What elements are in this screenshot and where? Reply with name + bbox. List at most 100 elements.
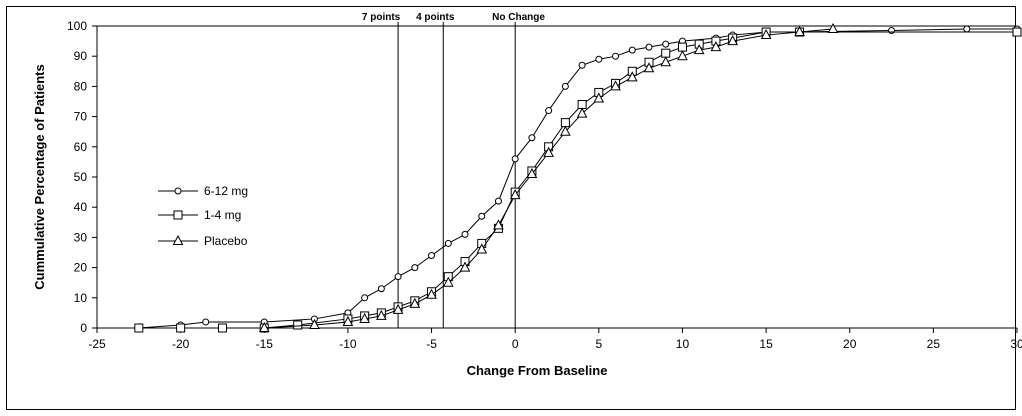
data-point-6-12-mg — [461, 230, 469, 238]
data-point-Placebo — [560, 125, 571, 136]
legend-label: 1-4 mg — [204, 208, 241, 222]
data-point-6-12-mg — [662, 40, 670, 48]
data-point-Placebo — [409, 297, 421, 308]
x-tick-label: 0 — [512, 337, 519, 351]
data-point-6-12-mg — [411, 264, 419, 272]
data-point-1-4-mg — [176, 323, 186, 333]
series-line-1-4-mg — [138, 31, 1017, 329]
data-point-Placebo — [643, 62, 655, 73]
legend-marker — [174, 187, 182, 195]
data-point-Placebo — [258, 321, 270, 332]
x-tick-label: -25 — [88, 337, 106, 351]
data-point-1-4-mg — [577, 100, 587, 110]
data-point-6-12-mg — [963, 25, 971, 33]
data-point-Placebo — [476, 243, 488, 254]
y-tick-label: 50 — [74, 170, 88, 184]
x-tick-label: 10 — [676, 337, 690, 351]
x-tick-label: -15 — [256, 337, 274, 351]
series-line-Placebo — [264, 28, 834, 329]
data-point-Placebo — [309, 318, 320, 329]
data-point-6-12-mg — [494, 197, 502, 205]
x-tick-label: 30 — [1010, 337, 1022, 351]
data-point-Placebo — [509, 189, 521, 200]
data-point-Placebo — [526, 167, 538, 178]
y-axis-title: Cummulative Percentage of Patients — [32, 64, 47, 289]
data-point-6-12-mg — [394, 273, 402, 281]
data-point-6-12-mg — [478, 212, 486, 220]
x-tick-label: 20 — [843, 337, 857, 351]
data-point-Placebo — [442, 276, 454, 287]
y-tick-label: 100 — [67, 19, 87, 33]
reference-label-bg — [357, 10, 406, 22]
data-point-1-4-mg — [661, 48, 671, 58]
data-point-Placebo — [576, 107, 588, 118]
data-point-6-12-mg — [645, 43, 653, 51]
series-line-6-12-mg — [138, 28, 1017, 329]
y-tick-label: 0 — [80, 321, 87, 335]
y-tick-label: 70 — [74, 110, 88, 124]
data-point-Placebo — [543, 146, 554, 157]
data-point-6-12-mg — [888, 27, 896, 35]
data-point-1-4-mg — [677, 42, 687, 52]
reference-line-label: 7 points — [362, 12, 401, 23]
data-point-Placebo — [710, 41, 722, 52]
reference-label-bg — [490, 10, 547, 22]
y-tick-label: 90 — [74, 49, 88, 63]
data-point-Placebo — [426, 288, 437, 299]
legend-marker — [172, 234, 184, 245]
data-point-Placebo — [693, 44, 705, 55]
y-tick-label: 10 — [74, 291, 88, 305]
x-axis-title: Change From Baseline — [467, 363, 608, 378]
data-point-6-12-mg — [612, 52, 620, 60]
data-point-Placebo — [392, 303, 404, 314]
data-point-6-12-mg — [561, 82, 569, 90]
data-point-Placebo — [593, 92, 605, 103]
chart-frame — [6, 6, 1016, 410]
legend-label: 6-12 mg — [204, 184, 248, 198]
x-tick-label: 5 — [595, 337, 602, 351]
x-tick-label: 15 — [759, 337, 773, 351]
data-point-1-4-mg — [1012, 27, 1022, 37]
y-tick-label: 30 — [74, 230, 88, 244]
legend-label: Placebo — [204, 234, 248, 248]
data-point-Placebo — [610, 80, 621, 91]
data-point-6-12-mg — [202, 318, 210, 326]
data-point-1-4-mg — [560, 118, 570, 128]
reference-line-label: 4 points — [416, 12, 455, 23]
x-tick-label: -20 — [172, 337, 190, 351]
data-point-6-12-mg — [578, 61, 586, 69]
data-point-6-12-mg — [428, 252, 436, 260]
y-tick-label: 60 — [74, 140, 88, 154]
data-point-6-12-mg — [377, 285, 385, 293]
data-point-1-4-mg — [293, 320, 303, 330]
data-point-6-12-mg — [595, 55, 603, 63]
data-point-Placebo — [626, 71, 638, 82]
y-tick-label: 40 — [74, 200, 88, 214]
data-point-Placebo — [459, 261, 471, 272]
y-tick-label: 80 — [74, 79, 88, 93]
data-point-Placebo — [827, 22, 839, 34]
data-point-1-4-mg — [134, 323, 144, 333]
x-tick-label: -10 — [339, 337, 357, 351]
data-point-Placebo — [760, 28, 772, 40]
data-point-6-12-mg — [528, 134, 536, 142]
data-point-Placebo — [794, 25, 805, 37]
data-point-Placebo — [493, 219, 504, 230]
data-point-Placebo — [727, 35, 738, 46]
data-point-6-12-mg — [361, 294, 369, 302]
data-point-Placebo — [660, 56, 672, 67]
data-point-6-12-mg — [444, 239, 452, 247]
data-point-Placebo — [376, 309, 387, 320]
data-point-Placebo — [359, 312, 370, 323]
data-point-6-12-mg — [628, 46, 636, 54]
x-tick-label: -5 — [426, 337, 437, 351]
reference-label-bg — [411, 10, 460, 22]
data-point-6-12-mg — [511, 155, 519, 163]
x-tick-label: 25 — [927, 337, 941, 351]
y-tick-label: 20 — [74, 261, 88, 275]
data-point-Placebo — [342, 315, 354, 326]
data-point-6-12-mg — [545, 107, 553, 115]
reference-line-label: No Change — [492, 12, 545, 23]
legend-marker — [173, 210, 183, 220]
